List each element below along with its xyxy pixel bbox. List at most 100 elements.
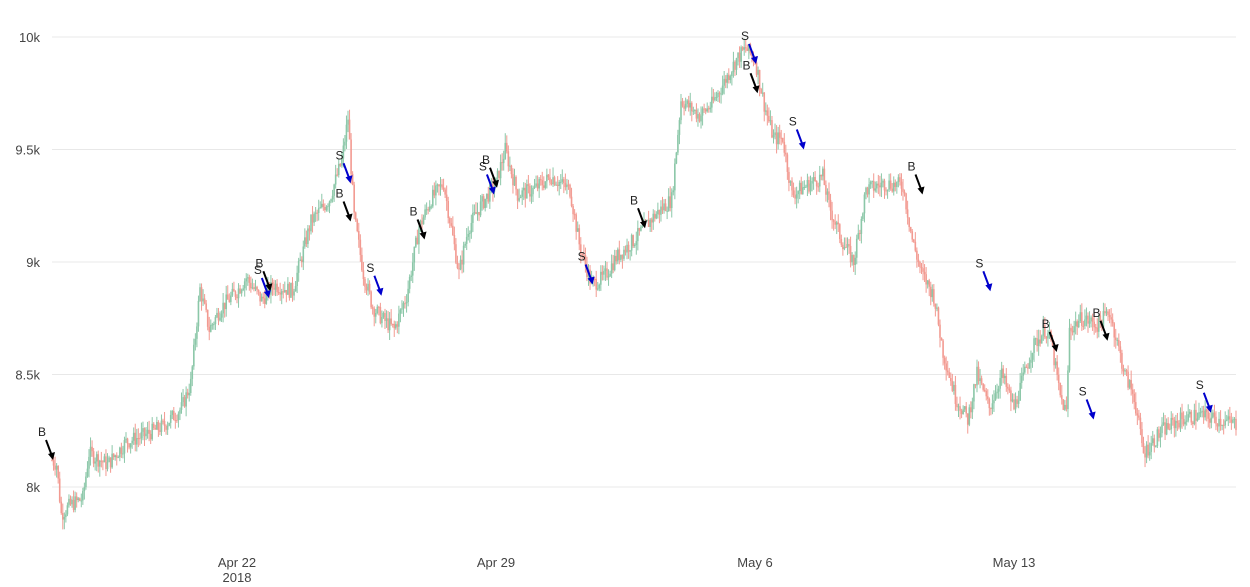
candle-body <box>1190 411 1193 423</box>
candle-body <box>452 225 454 235</box>
candle-body <box>965 406 968 414</box>
candle-body <box>364 279 366 287</box>
candle-body <box>225 294 228 310</box>
candle-body <box>317 208 320 214</box>
x-tick-label: Apr 22 <box>218 555 256 570</box>
candle-body <box>370 291 372 308</box>
candle-body <box>698 114 701 122</box>
sell-marker: S <box>1079 385 1096 420</box>
candle-body <box>726 74 729 83</box>
candle-body <box>142 428 144 432</box>
candle-body <box>711 96 713 108</box>
candle-body <box>71 499 73 505</box>
y-axis: 8k 8.5k 9k 9.5k 10k <box>15 30 40 495</box>
candle-body <box>772 135 775 138</box>
candle-body <box>234 291 237 297</box>
buy-marker: B <box>410 205 427 240</box>
candle-body <box>92 451 95 464</box>
candle-body <box>872 181 875 191</box>
candle-body <box>95 454 98 462</box>
candle-body <box>157 422 160 431</box>
candle-body <box>937 307 940 325</box>
candle-body <box>214 317 217 325</box>
candle-body <box>735 58 738 70</box>
candle-body <box>1065 404 1068 410</box>
candle-body <box>539 179 542 181</box>
candle-body <box>1210 417 1213 423</box>
candle-body <box>974 384 977 386</box>
candle-body <box>105 456 107 470</box>
candle-body <box>246 277 249 279</box>
candle-body <box>461 259 463 265</box>
candle-body <box>462 245 465 265</box>
candle-body <box>596 288 599 290</box>
candle-body <box>851 255 853 263</box>
y-tick-label: 8.5k <box>15 368 40 383</box>
candle-body <box>168 422 170 426</box>
candle-body <box>842 244 844 250</box>
x-tick-label: May 13 <box>993 555 1036 570</box>
candle-body <box>788 171 790 183</box>
candle-body <box>946 370 949 373</box>
candle-body <box>337 163 340 176</box>
candle-body <box>1235 418 1237 431</box>
candle-body <box>1003 375 1006 379</box>
candle-body <box>348 119 351 140</box>
sell-marker-label: S <box>1079 385 1087 399</box>
candle-body <box>473 212 476 214</box>
candle-body <box>1165 423 1168 435</box>
candle-body <box>1232 419 1234 423</box>
sell-arrow-head <box>1088 411 1096 420</box>
candle-body <box>720 93 722 95</box>
candle-body <box>703 108 705 110</box>
sell-marker: S <box>479 160 496 195</box>
candle-body <box>1192 422 1194 425</box>
candle-body <box>780 137 783 139</box>
candle-body <box>1202 410 1205 418</box>
candle-body <box>653 213 656 219</box>
candle-body <box>875 183 878 189</box>
buy-marker-label: B <box>482 153 490 167</box>
candle-body <box>624 249 627 253</box>
candle-body <box>706 108 709 112</box>
candle-body <box>785 152 787 155</box>
candle-body <box>968 407 971 425</box>
buy-arrow-head <box>752 85 760 94</box>
candle-body <box>388 318 391 331</box>
candle-body <box>287 283 289 295</box>
candle-body <box>1125 370 1128 372</box>
candle-body <box>743 47 746 50</box>
candle-body <box>979 378 981 382</box>
candle-body <box>595 278 598 290</box>
candle-body <box>806 179 809 187</box>
candle-body <box>1130 380 1132 390</box>
candle-body <box>418 228 420 245</box>
candle-body <box>854 257 857 265</box>
candle-body <box>228 299 231 303</box>
candle-body <box>564 183 567 188</box>
candle-body <box>143 428 146 437</box>
candle-body <box>664 203 667 212</box>
candle-body <box>610 263 613 274</box>
candle-body <box>620 254 622 260</box>
candle-body <box>1185 420 1188 422</box>
candle-body <box>322 203 325 207</box>
candle-body <box>149 433 152 440</box>
sell-marker-label: S <box>789 115 797 129</box>
candle-body <box>1105 311 1108 314</box>
candle-body <box>182 397 184 403</box>
candle-body <box>687 100 690 108</box>
candle-body <box>866 187 869 195</box>
sell-arrow-head <box>488 186 496 195</box>
candle-body <box>310 214 312 232</box>
candle-body <box>1031 352 1034 360</box>
candle-body <box>576 228 579 232</box>
candle-body <box>1081 312 1083 326</box>
candle-body <box>496 170 499 178</box>
buy-marker-label: B <box>1092 306 1100 320</box>
candle-body <box>74 496 76 510</box>
candle-body <box>616 249 619 262</box>
candle-body <box>657 209 659 215</box>
candle-body <box>547 174 550 178</box>
